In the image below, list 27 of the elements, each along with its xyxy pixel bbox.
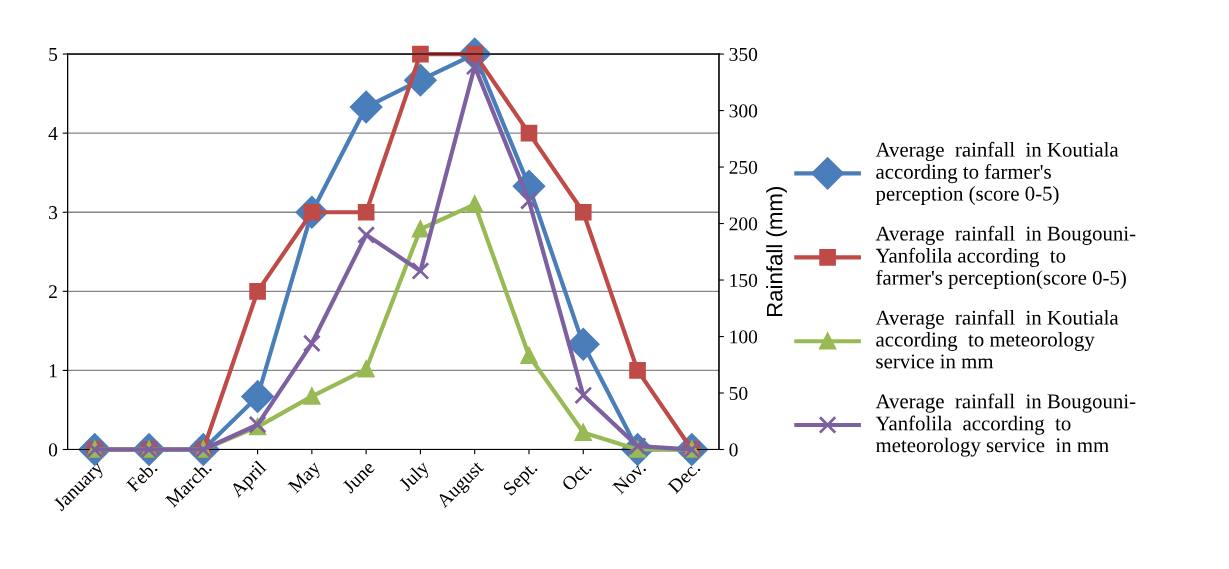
x-tick-label: Sept. — [502, 460, 541, 499]
x-tick-label: Feb. — [125, 460, 158, 493]
y2-tick-label: 350 — [729, 47, 758, 61]
legend-label: Average rainfall in Bougouni- Yanfolila according to meteorology service in mm — [875, 393, 1136, 457]
y2-tick-label: 300 — [729, 104, 758, 118]
x-tick-label: July — [397, 459, 433, 495]
y-tick-label: 5 — [49, 48, 58, 61]
y-tick-label: 2 — [49, 285, 57, 299]
y-tick-label: 0 — [48, 443, 58, 457]
legend-label: Average rainfall in Koutiala according to meteorology service in mm — [875, 309, 1119, 369]
x-tick-label: May — [287, 459, 325, 497]
x-tick-label: June — [341, 460, 376, 494]
y2-tick-label: 250 — [729, 160, 758, 174]
x-tick-label: Oct. — [560, 460, 593, 492]
y2-axis-title: Rainfall (mm) — [766, 187, 787, 317]
x-tick-label: Nov. — [612, 460, 647, 495]
y-tick-label: 1 — [49, 364, 57, 378]
y2-tick-label: 200 — [729, 217, 758, 231]
y-tick-label: 4 — [48, 127, 58, 140]
x-tick-label: Dec. — [667, 460, 701, 495]
legend-label: Average rainfall in Bougouni- Yanfolila according to farmer's perception(score 0-5) — [875, 225, 1136, 290]
y2-tick-label: 150 — [730, 273, 758, 287]
legend-label: Average rainfall in Koutiala according to farmer's perception (score 0-5) — [875, 141, 1119, 205]
y-tick-label: 3 — [49, 206, 58, 220]
y2-tick-label: 50 — [729, 386, 748, 400]
y2-tick-label: 100 — [730, 330, 758, 344]
y2-tick-label: 0 — [729, 443, 738, 457]
